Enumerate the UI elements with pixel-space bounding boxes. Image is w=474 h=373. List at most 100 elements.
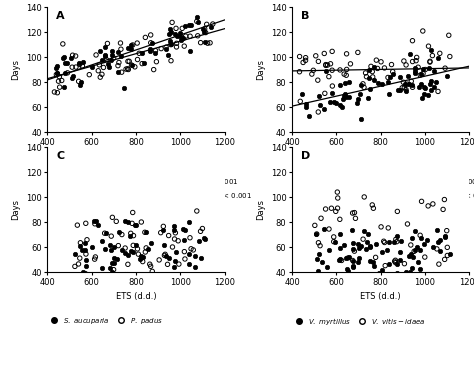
Point (343, 51, 350, 57)
Point (349, 263, 357, 269)
Point (124, 58, 132, 64)
Point (199, 226, 206, 232)
Point (408, 235, 416, 241)
Point (208, 24, 215, 30)
Point (372, 241, 380, 247)
Point (393, 239, 401, 245)
Text: C: C (56, 151, 64, 161)
Point (172, 25, 180, 31)
Point (426, 65, 433, 71)
Point (77, 79, 85, 85)
Point (148, 268, 156, 274)
Point (110, 244, 118, 250)
Point (320, 50, 328, 56)
Point (164, 53, 172, 59)
Point (382, 263, 389, 269)
Point (82, 270, 89, 276)
Point (409, 38, 416, 44)
Point (416, 232, 424, 238)
Y-axis label: Days: Days (256, 199, 265, 220)
Point (441, 233, 449, 239)
Point (155, 257, 163, 263)
Point (113, 256, 121, 262)
Point (101, 246, 109, 252)
Point (140, 60, 147, 66)
Point (159, 227, 167, 233)
Point (296, 98, 304, 104)
Point (146, 48, 154, 54)
Point (109, 48, 116, 54)
Point (401, 85, 408, 91)
Point (403, 81, 411, 87)
Point (296, 69, 303, 75)
Point (101, 52, 109, 58)
Point (389, 69, 396, 75)
Point (330, 234, 337, 240)
Point (137, 253, 145, 259)
Point (436, 237, 443, 243)
Point (90, 217, 98, 223)
Point (420, 84, 428, 90)
Point (441, 256, 448, 262)
Point (348, 227, 356, 233)
Point (369, 74, 376, 80)
Point (114, 63, 122, 69)
Point (414, 64, 422, 70)
Point (55, 78, 62, 84)
Point (443, 228, 450, 233)
Point (167, 58, 175, 64)
Point (400, 58, 408, 64)
Point (401, 81, 409, 87)
Point (409, 59, 416, 65)
Point (356, 255, 363, 261)
Point (407, 251, 415, 257)
Point (151, 50, 159, 56)
Point (355, 260, 362, 266)
Point (402, 269, 410, 275)
Legend: $\it{V.\ myrtillus}$, $\it{V.\ vitis-idaea}$: $\it{V.\ myrtillus}$, $\it{V.\ vitis-ida… (292, 316, 426, 327)
Point (338, 275, 346, 281)
Point (397, 87, 404, 93)
Point (419, 66, 426, 72)
Point (330, 99, 338, 105)
Point (201, 29, 208, 35)
Point (142, 249, 149, 255)
Point (91, 254, 99, 260)
Point (408, 82, 415, 88)
Point (315, 251, 322, 257)
Text: D: D (301, 151, 310, 161)
Point (328, 205, 335, 211)
Point (94, 68, 102, 74)
Point (408, 265, 415, 271)
Point (82, 251, 90, 257)
Point (69, 73, 76, 79)
Point (173, 40, 181, 46)
Point (420, 91, 428, 97)
Point (401, 261, 408, 267)
Point (322, 68, 330, 74)
Point (349, 258, 357, 264)
Point (298, 91, 306, 97)
Text: B: B (301, 11, 309, 21)
Point (72, 64, 80, 70)
Point (374, 65, 381, 71)
Point (354, 96, 362, 102)
Point (180, 238, 188, 244)
Point (98, 71, 106, 77)
Point (201, 39, 209, 45)
Point (345, 94, 353, 100)
Point (392, 236, 400, 242)
Point (82, 220, 90, 226)
Point (336, 82, 344, 88)
Point (118, 69, 126, 75)
Point (161, 251, 169, 257)
Point (407, 242, 415, 248)
Point (425, 43, 432, 49)
Point (171, 31, 179, 37)
Point (389, 71, 396, 77)
Point (365, 95, 372, 101)
Point (339, 96, 346, 102)
Point (356, 91, 364, 97)
Point (444, 253, 451, 258)
Point (177, 37, 185, 43)
